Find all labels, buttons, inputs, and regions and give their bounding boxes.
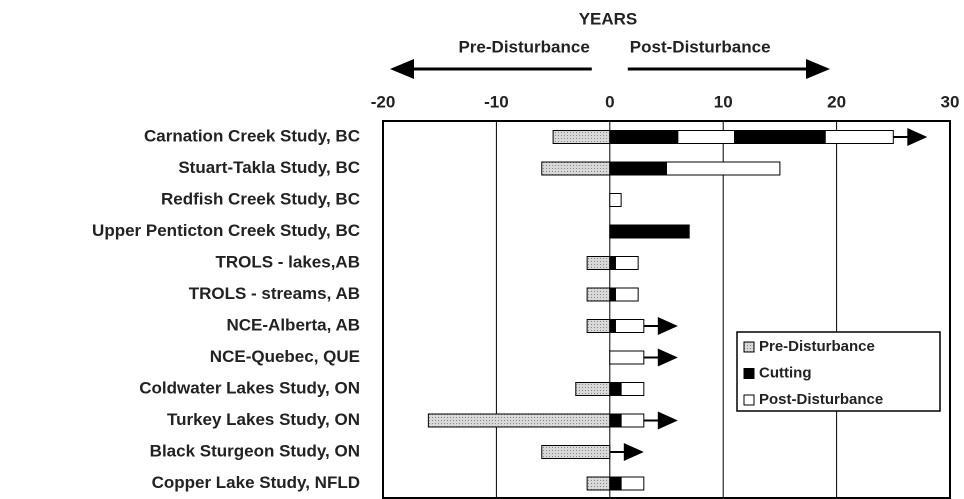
- annotation: Post-Disturbance: [630, 37, 771, 56]
- bar-segment: [609, 287, 616, 302]
- bar-segment: [609, 319, 616, 333]
- category-label: TROLS - lakes,AB: [215, 252, 360, 271]
- x-tick-label: 0: [605, 92, 614, 111]
- category-label: Turkey Lakes Study, ON: [167, 410, 360, 429]
- bar-segment: [609, 193, 622, 207]
- x-tick-label: -10: [484, 92, 509, 111]
- bar-segment: [620, 413, 645, 428]
- x-tick-label: 10: [714, 92, 733, 111]
- category-label: Copper Lake Study, NFLD: [152, 473, 360, 492]
- legend-swatch: [743, 368, 755, 379]
- annotation-arrowhead: [806, 59, 830, 79]
- category-label: NCE-Alberta, AB: [227, 315, 361, 334]
- bar-segment: [552, 130, 611, 144]
- legend-swatch: [743, 341, 755, 353]
- category-label: Upper Penticton Creek Study, BC: [92, 221, 360, 240]
- bar-segment: [609, 256, 616, 270]
- bar-segment: [609, 382, 622, 396]
- annotation: Pre-Disturbance: [458, 37, 589, 56]
- legend-label: Post-Disturbance: [759, 391, 883, 408]
- category-label: Coldwater Lakes Study, ON: [139, 378, 360, 397]
- ongoing-arrowhead: [623, 443, 644, 461]
- bar-segment: [824, 130, 894, 144]
- ongoing-arrowhead: [657, 348, 678, 367]
- bar-segment: [666, 161, 781, 176]
- category-label: Redfish Creek Study, BC: [161, 189, 360, 208]
- category-label: Carnation Creek Study, BC: [144, 126, 360, 145]
- bar-segment: [609, 130, 679, 144]
- bar-segment: [586, 256, 611, 270]
- bar-segment: [586, 476, 611, 491]
- bar-segment: [677, 130, 736, 144]
- x-tick-label: 30: [941, 92, 960, 111]
- bar-segment: [541, 161, 611, 176]
- bar-segment: [541, 445, 611, 459]
- bar-segment: [586, 319, 611, 333]
- bar-segment: [620, 476, 645, 491]
- bar-segment: [609, 476, 622, 491]
- plot-frame: [382, 120, 951, 499]
- legend-swatch: [743, 394, 755, 406]
- legend-label: Cutting: [759, 364, 811, 381]
- category-label: NCE-Quebec, QUE: [210, 347, 360, 366]
- x-axis-label: YEARS: [579, 9, 638, 28]
- ongoing-arrowhead: [657, 317, 678, 335]
- x-tick-label: -20: [371, 92, 396, 111]
- ongoing-arrowhead: [907, 128, 928, 146]
- bar-segment: [609, 413, 622, 428]
- bar-segment: [427, 413, 611, 428]
- bar-segment: [614, 287, 639, 302]
- x-tick-label: 20: [827, 92, 846, 111]
- bar-segment: [614, 319, 645, 333]
- legend-label: Pre-Disturbance: [759, 338, 875, 355]
- category-label: TROLS - streams, AB: [189, 284, 360, 303]
- bar-segment: [614, 256, 639, 270]
- bar-segment: [609, 350, 645, 365]
- bar-segment: [609, 161, 667, 176]
- legend-box: [736, 331, 941, 412]
- bar-segment: [586, 287, 611, 302]
- category-label: Stuart-Takla Study, BC: [178, 158, 360, 177]
- bar-segment: [575, 382, 611, 396]
- ongoing-arrowhead: [657, 411, 678, 430]
- bar-segment: [620, 382, 645, 396]
- bar-segment: [609, 224, 690, 239]
- category-label: Black Sturgeon Study, ON: [150, 441, 360, 460]
- annotation-arrowhead: [390, 59, 414, 79]
- bar-segment: [734, 130, 826, 144]
